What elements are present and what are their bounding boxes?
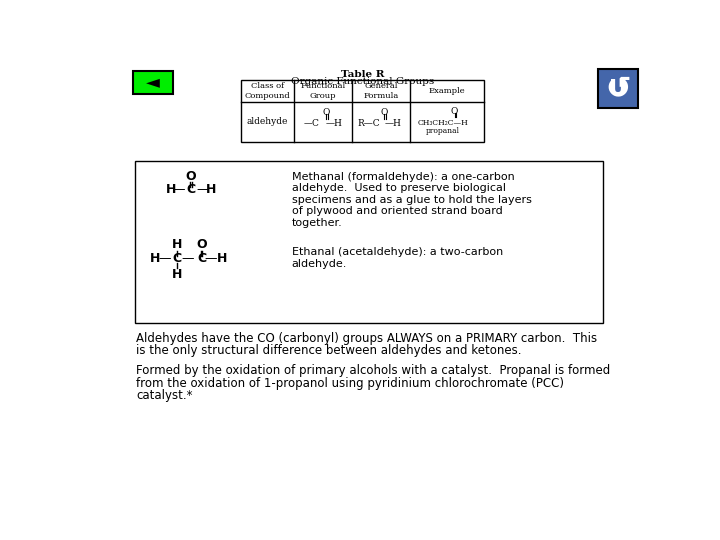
Text: catalyst.*: catalyst.* bbox=[137, 389, 193, 402]
Text: H: H bbox=[171, 268, 182, 281]
Text: Table R: Table R bbox=[341, 70, 384, 79]
Text: C: C bbox=[186, 183, 195, 196]
Text: Class of
Compound: Class of Compound bbox=[245, 83, 290, 99]
Text: Aldehydes have the CO (carbonyl) groups ALWAYS on a PRIMARY carbon.  This: Aldehydes have the CO (carbonyl) groups … bbox=[137, 332, 598, 345]
Text: O: O bbox=[380, 108, 388, 117]
Text: O: O bbox=[323, 108, 330, 117]
Text: Formed by the oxidation of primary alcohols with a catalyst.  Propanal is formed: Formed by the oxidation of primary alcoh… bbox=[137, 364, 611, 377]
Text: O: O bbox=[197, 239, 207, 252]
Text: of plywood and oriented strand board: of plywood and oriented strand board bbox=[292, 206, 503, 217]
Text: O: O bbox=[186, 170, 196, 183]
Text: —H: —H bbox=[385, 119, 402, 128]
Text: Ethanal (acetaldehyde): a two-carbon: Ethanal (acetaldehyde): a two-carbon bbox=[292, 247, 503, 257]
Bar bbox=[241, 80, 484, 142]
Text: R—C: R—C bbox=[357, 119, 380, 128]
Text: U: U bbox=[609, 79, 627, 99]
Text: aldehyde.  Used to preserve biological: aldehyde. Used to preserve biological bbox=[292, 184, 505, 193]
Text: aldehyde.: aldehyde. bbox=[292, 259, 347, 269]
Text: General
Formula: General Formula bbox=[364, 83, 399, 99]
Text: —: — bbox=[173, 183, 185, 196]
Text: H: H bbox=[150, 252, 161, 265]
Text: C: C bbox=[172, 252, 181, 265]
Text: Example: Example bbox=[428, 87, 465, 95]
Text: C: C bbox=[197, 252, 206, 265]
Text: H: H bbox=[171, 239, 182, 252]
Text: is the only structural difference between aldehydes and ketones.: is the only structural difference betwee… bbox=[137, 345, 522, 357]
Text: propanal: propanal bbox=[426, 127, 460, 135]
Text: H: H bbox=[166, 183, 176, 196]
Text: H: H bbox=[217, 252, 227, 265]
Text: —: — bbox=[181, 252, 194, 265]
Bar bbox=[135, 161, 603, 323]
Text: —: — bbox=[196, 183, 209, 196]
Text: from the oxidation of 1-propanol using pyridinium chlorochromate (PCC): from the oxidation of 1-propanol using p… bbox=[137, 377, 564, 390]
Text: —C: —C bbox=[303, 119, 319, 128]
Text: H: H bbox=[206, 183, 216, 196]
Text: ◄: ◄ bbox=[146, 73, 160, 91]
Text: specimens and as a glue to hold the layers: specimens and as a glue to hold the laye… bbox=[292, 195, 531, 205]
Text: aldehyde: aldehyde bbox=[247, 117, 288, 126]
Text: O: O bbox=[451, 106, 459, 116]
Text: —: — bbox=[158, 252, 171, 265]
Text: ↺: ↺ bbox=[605, 74, 631, 103]
Bar bbox=[132, 71, 173, 94]
Text: Functional
Group: Functional Group bbox=[300, 83, 346, 99]
Text: CH₃CH₂C—H: CH₃CH₂C—H bbox=[418, 119, 469, 126]
Bar bbox=[598, 70, 638, 108]
Text: Methanal (formaldehyde): a one-carbon: Methanal (formaldehyde): a one-carbon bbox=[292, 172, 514, 182]
Text: Organic Functional Groups: Organic Functional Groups bbox=[291, 77, 434, 85]
Text: —H: —H bbox=[325, 119, 342, 128]
Text: together.: together. bbox=[292, 218, 342, 228]
Text: —: — bbox=[204, 252, 217, 265]
